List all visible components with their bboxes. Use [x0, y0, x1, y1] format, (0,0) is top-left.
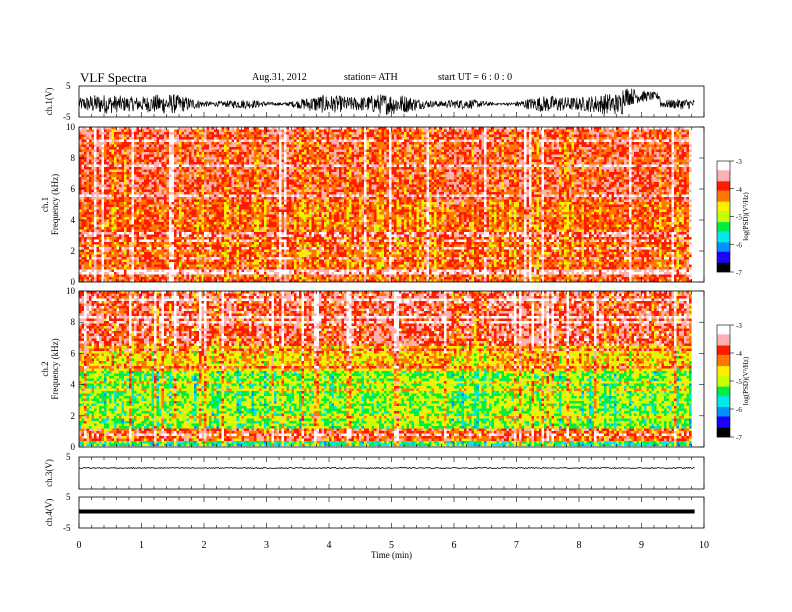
ch1-ytick-label: 2: [71, 246, 76, 256]
x-tick-label: 2: [202, 540, 207, 551]
spectrogram-ch1: [79, 127, 692, 282]
ch3-ytick-label: 5: [66, 452, 71, 462]
ch1-colorbar-tick-label: -3: [736, 158, 742, 166]
ch1-colorbar-label: log(PSD)(V²/Hz): [742, 192, 750, 241]
ch2-ytick-label: 2: [71, 411, 76, 421]
ch3-ylabel: ch.3(V): [44, 459, 54, 487]
ch1-ytick-label: 4: [71, 215, 76, 225]
x-tick-label: 10: [699, 540, 709, 551]
ch1-ylabel: ch.1(V): [44, 88, 54, 116]
ch4-waveform-band: [79, 510, 695, 514]
ch1-colorbar-tick-label: -6: [736, 241, 742, 249]
ch2-ytick-label: 10: [66, 286, 76, 296]
spectrogram-ch2: [79, 291, 692, 446]
x-tick-label: 8: [577, 540, 582, 551]
ch1-ytick-label: 10: [66, 122, 76, 132]
x-tick-label: 6: [452, 540, 457, 551]
ch4-ytick-label: -5: [63, 523, 71, 533]
ch2-ylabel-frequency: Frequency (kHz): [50, 338, 60, 399]
x-tick-label: 3: [264, 540, 269, 551]
ch2-ytick-label: 4: [71, 380, 76, 390]
ch4-ytick-label: 5: [66, 492, 71, 502]
ch2-ytick-label: 6: [71, 348, 76, 358]
ch2-colorbar-tick-label: -7: [736, 434, 742, 442]
ch1-ytick-label: 6: [71, 184, 76, 194]
ch1-ylabel-channel: ch.1: [40, 197, 50, 212]
x-tick-label: 0: [77, 540, 82, 551]
ch1-ytick-label: -5: [63, 112, 71, 122]
ch4-ylabel: ch.4(V): [44, 499, 54, 527]
ch1-ytick-label: 8: [71, 153, 76, 163]
x-tick-label: 1: [139, 540, 144, 551]
ch1-ytick-label: 5: [66, 81, 71, 91]
x-tick-label: 7: [514, 540, 519, 551]
ch2-colorbar-tick-label: -3: [736, 322, 742, 330]
ch1-ylabel-frequency: Frequency (kHz): [50, 174, 60, 235]
ch2-ylabel-channel: ch.2: [40, 361, 50, 376]
ch2-colorbar-tick-label: -6: [736, 406, 742, 414]
ch3-waveform-line: [79, 467, 695, 468]
x-tick-label: 4: [327, 540, 332, 551]
ch2-ytick-label: 8: [71, 317, 76, 327]
ch2-colorbar-label: log(PSD)(V²/Hz): [742, 356, 750, 405]
ch1-colorbar-tick-label: -7: [736, 269, 742, 277]
x-axis-label: Time (min): [371, 550, 412, 560]
x-tick-label: 9: [639, 540, 644, 551]
ch2-colorbar-tick-label: -4: [736, 350, 742, 358]
ch1-waveform-line: [79, 89, 695, 115]
ch2-ytick-label: 0: [71, 442, 76, 452]
